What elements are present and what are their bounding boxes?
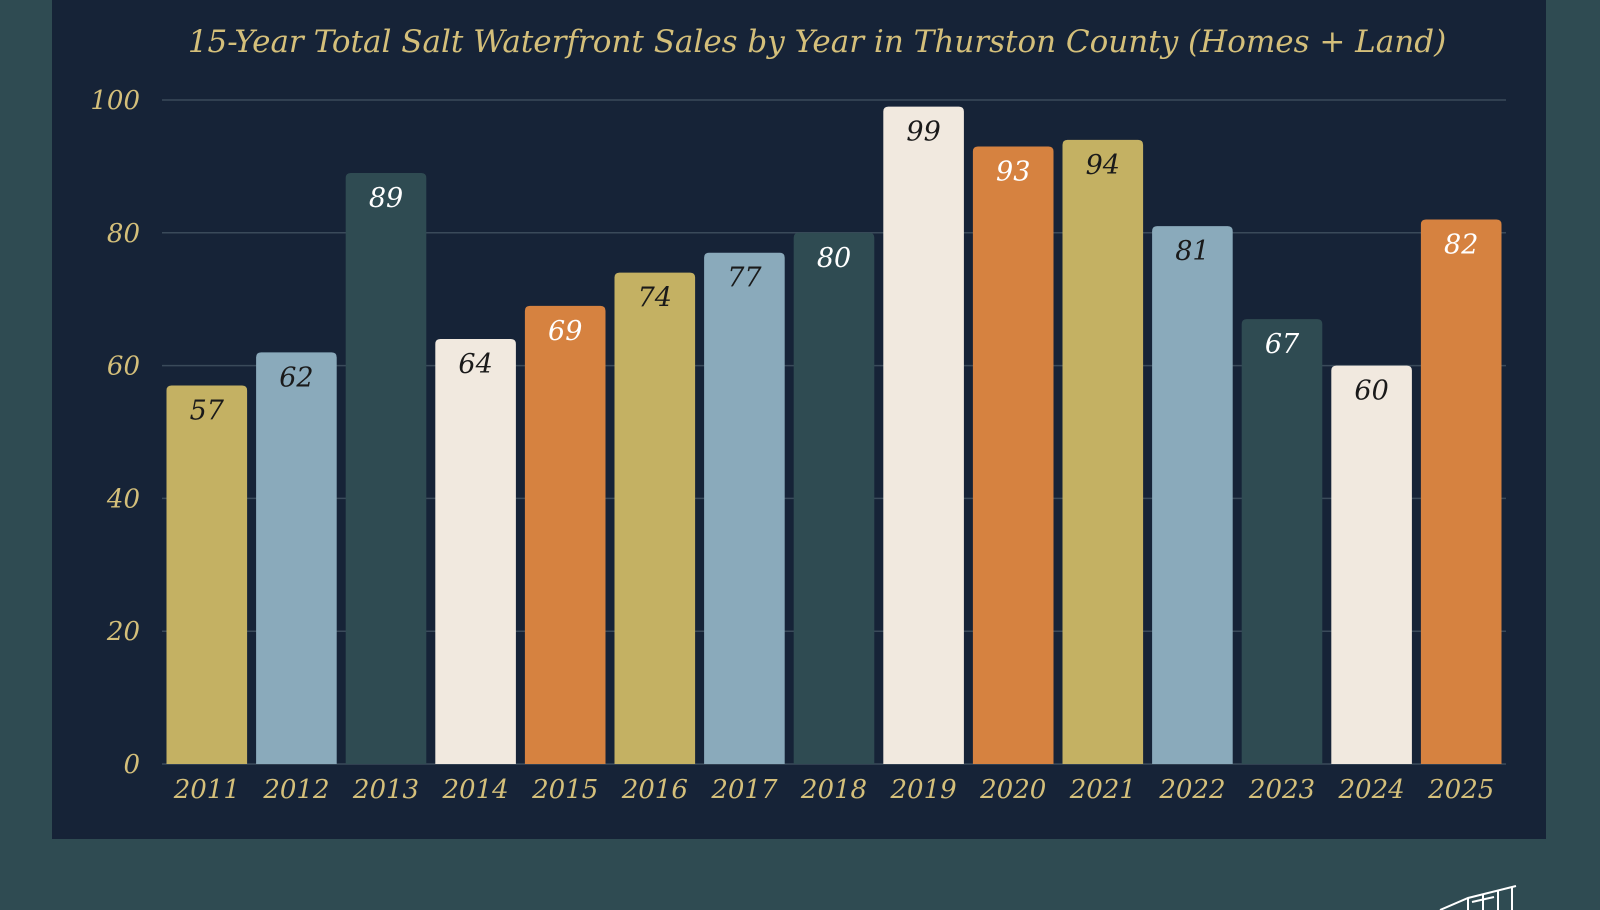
bar-chart: 15-Year Total Salt Waterfront Sales by Y… — [90, 24, 1506, 805]
chart-panel: 15-Year Total Salt Waterfront Sales by Y… — [52, 0, 1546, 839]
data-label: 62 — [279, 362, 313, 393]
data-label: 60 — [1354, 376, 1388, 407]
bar-2025 — [1420, 219, 1502, 764]
x-tick-label: 2018 — [800, 775, 867, 805]
data-label: 69 — [548, 316, 582, 347]
x-tick-label: 2015 — [531, 775, 598, 805]
x-tick-label: 2016 — [621, 775, 688, 805]
x-tick-label: 2025 — [1427, 775, 1494, 805]
y-tick-label: 80 — [107, 219, 140, 249]
bar-2024 — [1331, 365, 1412, 764]
chart-title: 15-Year Total Salt Waterfront Sales by Y… — [188, 24, 1446, 60]
x-tick-label: 2022 — [1158, 775, 1225, 805]
y-tick-label: 100 — [90, 86, 140, 116]
x-tick-label: 2011 — [173, 775, 240, 805]
y-tick-label: 60 — [107, 352, 140, 382]
data-label: 77 — [727, 263, 762, 294]
bar-2015 — [524, 305, 606, 764]
bar-2014 — [435, 339, 516, 764]
logo-mark-icon — [1439, 885, 1517, 910]
bar-2020 — [972, 146, 1054, 765]
bar-2021 — [1062, 139, 1144, 765]
data-label: 57 — [190, 396, 225, 427]
bar-2023 — [1241, 319, 1323, 764]
y-tick-label: 0 — [123, 750, 140, 780]
x-tick-label: 2013 — [352, 775, 419, 805]
y-axis-ticks: 0 20 40 60 80 100 — [90, 86, 140, 780]
bar-2017 — [704, 252, 785, 764]
x-tick-label: 2023 — [1248, 775, 1315, 805]
bars — [166, 106, 1502, 765]
x-tick-label: 2019 — [890, 775, 957, 805]
bar-2011 — [166, 385, 248, 764]
y-tick-label: 20 — [106, 617, 140, 647]
data-label: 80 — [817, 243, 851, 274]
y-tick-label: 40 — [106, 484, 140, 514]
data-label: 82 — [1444, 230, 1478, 261]
data-labels: 57 62 89 64 69 74 77 80 99 93 94 81 67 60 82 — [190, 117, 1479, 427]
x-tick-label: 2021 — [1069, 775, 1136, 805]
bar-2022 — [1152, 226, 1233, 764]
x-tick-label: 2012 — [262, 775, 329, 805]
x-tick-label: 2024 — [1338, 775, 1405, 805]
x-axis-ticks: 2011 2012 2013 2014 2015 2016 2017 2018 2019 2020… — [173, 775, 1495, 805]
bar-2019 — [883, 106, 964, 764]
x-tick-label: 2017 — [710, 775, 778, 805]
bar-2012 — [256, 352, 337, 764]
data-label: 93 — [996, 156, 1030, 187]
x-tick-label: 2020 — [979, 775, 1046, 805]
bar-2016 — [614, 272, 696, 764]
x-tick-label: 2014 — [442, 775, 509, 805]
bar-2013 — [345, 173, 427, 765]
data-label: 64 — [458, 349, 492, 380]
data-label: 99 — [906, 117, 940, 148]
data-label: 67 — [1265, 329, 1300, 360]
data-label: 81 — [1175, 236, 1209, 267]
data-label: 94 — [1086, 150, 1120, 181]
data-label: 89 — [369, 183, 403, 214]
data-label: 74 — [638, 283, 672, 314]
bar-2018 — [793, 232, 875, 765]
